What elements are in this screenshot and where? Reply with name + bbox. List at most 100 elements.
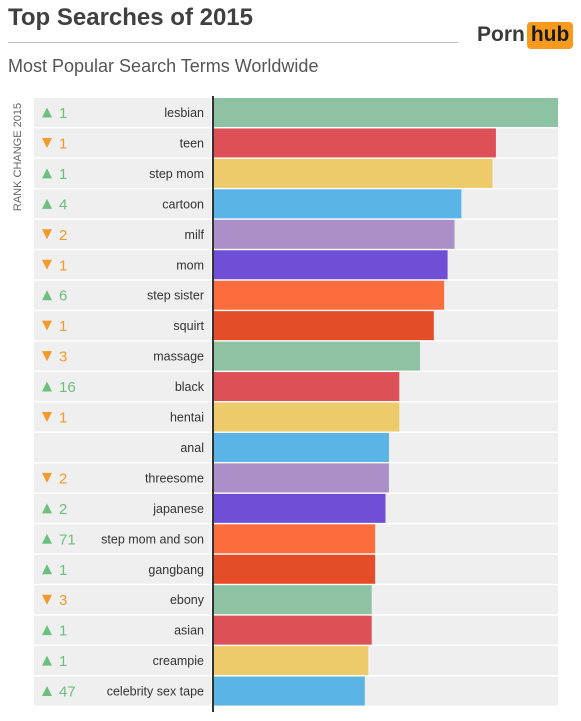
rank-change-value: 47: [59, 684, 76, 701]
chart-title: Top Searches of 2015: [8, 4, 253, 31]
logo-text-part1: Porn: [477, 23, 525, 46]
label-row-bg: [34, 219, 211, 249]
rank-change-value: 4: [59, 196, 67, 213]
rank-change-value: 1: [59, 562, 67, 579]
rank-down-icon: [42, 259, 52, 270]
category-label: gangbang: [148, 563, 204, 577]
label-row-bg: [34, 432, 211, 462]
bar-step-mom: [213, 158, 493, 188]
label-row-bg: [34, 189, 211, 219]
rank-change-value: 1: [59, 166, 67, 183]
bar-black: [213, 372, 400, 402]
rank-down-icon: [42, 320, 52, 331]
rank-change-value: 1: [59, 653, 67, 670]
bar-step-mom-and-son: [213, 524, 376, 554]
category-label: creampie: [153, 654, 204, 668]
rank-change-value: 1: [59, 135, 67, 152]
label-row-bg: [34, 280, 211, 310]
bar-teen: [213, 128, 496, 158]
category-label: black: [175, 380, 205, 394]
bar-cartoon: [213, 189, 462, 219]
bar-mom: [213, 250, 448, 280]
rank-down-icon: [42, 594, 52, 605]
rank-down-icon: [42, 351, 52, 362]
category-label: asian: [174, 624, 204, 638]
label-row-bg: [34, 372, 211, 402]
bar-gangbang: [213, 554, 376, 584]
label-row-bg: [34, 585, 211, 615]
bar-celebrity-sex-tape: [213, 676, 365, 706]
label-row-bg: [34, 250, 211, 280]
category-label: squirt: [173, 319, 204, 333]
rank-change-value: 2: [59, 227, 67, 244]
rank-change-value: 1: [59, 410, 67, 427]
chart-subtitle: Most Popular Search Terms Worldwide: [8, 56, 319, 76]
label-row-bg: [34, 158, 211, 188]
label-row-bg: [34, 402, 211, 432]
label-row-bg: [34, 646, 211, 676]
category-label: teen: [180, 136, 204, 150]
rank-up-icon: [42, 625, 52, 636]
rank-change-value: 3: [59, 592, 67, 609]
rank-down-icon: [42, 472, 52, 483]
label-row-bg: [34, 493, 211, 523]
category-label: step mom and son: [101, 532, 204, 546]
rank-up-icon: [42, 655, 52, 666]
rank-change-value: 3: [59, 349, 67, 366]
rank-change-value: 2: [59, 501, 67, 518]
bar-asian: [213, 615, 372, 645]
rank-change-value: 71: [59, 531, 76, 548]
rank-up-icon: [42, 686, 52, 697]
bar-anal: [213, 432, 389, 462]
bar-milf: [213, 219, 455, 249]
bar-hentai: [213, 402, 400, 432]
label-row-bg: [34, 615, 211, 645]
rank-change-value: 1: [59, 318, 67, 335]
category-label: step sister: [147, 289, 204, 303]
logo-text-part2: hub: [526, 21, 574, 49]
category-label: celebrity sex tape: [107, 685, 204, 699]
bar-step-sister: [213, 280, 445, 310]
rank-down-icon: [42, 229, 52, 240]
category-label: japanese: [152, 502, 204, 516]
bar-massage: [213, 341, 420, 371]
rank-change-value: 6: [59, 288, 67, 305]
label-row-bg: [34, 676, 211, 706]
bar-creampie: [213, 646, 369, 676]
bar-ebony: [213, 585, 372, 615]
category-label: ebony: [170, 593, 205, 607]
label-row-bg: [34, 463, 211, 493]
rank-change-value: 16: [59, 379, 76, 396]
rank-change-value: 1: [59, 623, 67, 640]
brand-logo: Porn hub: [477, 21, 574, 49]
category-label: lesbian: [164, 106, 204, 120]
rank-up-icon: [42, 533, 52, 544]
rank-up-icon: [42, 198, 52, 209]
bar-lesbian: [213, 98, 558, 127]
label-row-bg: [34, 98, 211, 127]
rank-up-icon: [42, 168, 52, 179]
label-row-bg: [34, 128, 211, 158]
rank-down-icon: [42, 137, 52, 148]
rank-change-value: 1: [59, 257, 67, 274]
category-label: massage: [153, 350, 204, 364]
category-label: milf: [185, 228, 205, 242]
category-label: anal: [180, 441, 204, 455]
bar-squirt: [213, 311, 434, 341]
rank-up-icon: [42, 564, 52, 575]
rank-up-icon: [42, 290, 52, 301]
rank-up-icon: [42, 381, 52, 392]
bar-japanese: [213, 493, 386, 523]
category-label: mom: [176, 258, 204, 272]
rank-down-icon: [42, 412, 52, 422]
title-divider: [8, 42, 458, 43]
category-label: threesome: [145, 471, 204, 485]
rank-change-value: 1: [59, 105, 67, 122]
rank-up-icon: [42, 503, 52, 514]
rank-change-axis-label: RANK CHANGE 2015: [12, 103, 24, 211]
category-label: step mom: [149, 167, 204, 181]
label-row-bg: [34, 311, 211, 341]
category-label: cartoon: [162, 197, 204, 211]
rank-change-value: 2: [59, 470, 67, 487]
